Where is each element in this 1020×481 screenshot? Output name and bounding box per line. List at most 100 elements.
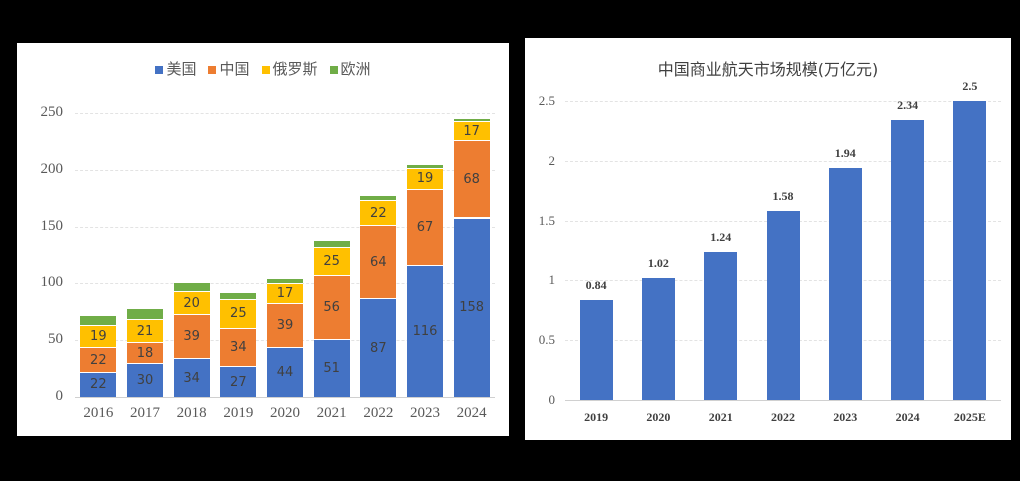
legend-label: 俄罗斯 bbox=[272, 60, 318, 78]
x-tick-label: 2022 bbox=[363, 405, 394, 421]
bar-segment: 22 bbox=[80, 347, 117, 372]
y-tick-label: 1 bbox=[548, 272, 556, 288]
bar-segment: 56 bbox=[313, 275, 350, 340]
y-tick-label: 150 bbox=[40, 217, 64, 234]
bar-segment bbox=[267, 277, 303, 284]
legend-item: 美国 bbox=[155, 58, 196, 79]
bar-segment: 17 bbox=[267, 283, 303, 303]
y-tick-label: 50 bbox=[48, 331, 63, 348]
bar-segment: 20 bbox=[173, 291, 210, 315]
legend-label: 中国 bbox=[219, 60, 250, 78]
bar-segment: 19 bbox=[80, 325, 117, 347]
legend-item: 欧洲 bbox=[329, 58, 371, 79]
legend-swatch bbox=[155, 65, 164, 74]
x-tick-label: 2021 bbox=[708, 410, 733, 424]
plot-area: 0 50 100 150 200 250 22 22 19 2016 30 18 21 2017 34 39 2… bbox=[41, 104, 495, 421]
bar-segment: 30 bbox=[127, 362, 163, 397]
bar-segment: 27 bbox=[220, 366, 257, 397]
bar-segment: 116 bbox=[407, 265, 443, 397]
x-tick-label: 2019 bbox=[584, 410, 609, 424]
bar bbox=[704, 251, 738, 400]
x-tick-label: 2016 bbox=[83, 405, 114, 421]
bar bbox=[953, 101, 987, 400]
bar-segment: 67 bbox=[407, 189, 443, 266]
bar-segment: 44 bbox=[267, 347, 303, 397]
data-label: 1.02 bbox=[647, 256, 669, 270]
bar-segment: 34 bbox=[173, 358, 210, 397]
bar-segment bbox=[127, 308, 163, 319]
gridline bbox=[565, 160, 1001, 162]
gridline bbox=[75, 169, 495, 171]
y-tick-label: 100 bbox=[40, 274, 64, 291]
bar-segment: 18 bbox=[127, 342, 163, 363]
data-label: 1.24 bbox=[710, 229, 732, 244]
bar bbox=[891, 120, 925, 400]
bar-segment: 87 bbox=[360, 298, 397, 397]
bar-segment: 19 bbox=[407, 167, 443, 190]
stacked-launch-chart: 美国 中国 俄罗斯 欧洲 0 50 100 150 200 250 22 22 19 2016 30 18 2… bbox=[17, 43, 509, 436]
bar-segment bbox=[453, 117, 490, 121]
bar-segment: 51 bbox=[313, 339, 350, 397]
y-tick-label: 2.5 bbox=[538, 93, 555, 108]
market-size-chart: 中国商业航天市场规模(万亿元) 0 0.5 1 1.5 2 2.5 0.84 2019 1.02… bbox=[525, 38, 1011, 440]
legend-swatch bbox=[261, 65, 270, 74]
y-tick-label: 0 bbox=[55, 388, 64, 404]
bar-segment: 22 bbox=[80, 372, 117, 397]
plot-area: 0 0.5 1 1.5 2 2.5 0.84 2019 1.02 2020 1.24 2021 1.58… bbox=[539, 79, 1001, 424]
x-tick-label: 2024 bbox=[895, 410, 920, 424]
gridline bbox=[565, 101, 1001, 102]
y-tick-label: 0.5 bbox=[538, 332, 555, 348]
x-tick-label: 2024 bbox=[456, 405, 487, 421]
bar-segment: 21 bbox=[127, 318, 163, 343]
bar bbox=[641, 278, 675, 400]
bar-segment: 25 bbox=[220, 299, 257, 328]
bar-segment: 22 bbox=[360, 200, 397, 226]
y-tick-label: 0 bbox=[548, 392, 556, 407]
x-tick-label: 2021 bbox=[316, 405, 347, 421]
y-tick-label: 250 bbox=[40, 104, 64, 120]
x-tick-label: 2017 bbox=[129, 405, 160, 421]
chart-title: 中国商业航天市场规模(万亿元) bbox=[657, 60, 879, 79]
x-tick-label: 2023 bbox=[833, 410, 858, 424]
x-tick-label: 2022 bbox=[770, 410, 795, 424]
bar-segment bbox=[407, 164, 443, 168]
y-tick-label: 1.5 bbox=[538, 212, 555, 228]
y-tick-label: 200 bbox=[40, 160, 64, 177]
legend-swatch bbox=[329, 65, 338, 74]
bar-segment: 25 bbox=[313, 247, 350, 276]
bar-segment: 39 bbox=[173, 314, 210, 359]
x-tick-label: 2020 bbox=[269, 405, 300, 421]
data-label: 0.84 bbox=[585, 277, 607, 292]
legend-label: 美国 bbox=[166, 60, 197, 78]
x-tick-label: 2018 bbox=[176, 405, 207, 421]
bar bbox=[579, 299, 613, 400]
y-tick-label: 2 bbox=[548, 152, 556, 168]
x-axis-line bbox=[565, 400, 1001, 401]
x-axis-line bbox=[75, 397, 495, 398]
legend-swatch bbox=[208, 65, 217, 74]
data-label: 2.5 bbox=[962, 79, 978, 93]
bar-segment: 17 bbox=[453, 120, 490, 141]
x-tick-label: 2020 bbox=[646, 410, 671, 424]
bar-segment: 34 bbox=[220, 327, 257, 367]
x-tick-label: 2025E bbox=[953, 410, 986, 424]
bar-segment: 39 bbox=[267, 302, 303, 347]
x-tick-label: 2023 bbox=[409, 405, 440, 421]
bar-segment: 64 bbox=[360, 225, 397, 299]
bar-segment bbox=[313, 240, 350, 248]
legend-label: 欧洲 bbox=[340, 60, 371, 78]
legend-item: 俄罗斯 bbox=[261, 58, 318, 79]
bar-segment bbox=[173, 282, 210, 292]
bar bbox=[766, 211, 800, 400]
legend-item: 中国 bbox=[208, 58, 250, 79]
legend: 美国 中国 俄罗斯 欧洲 bbox=[17, 58, 509, 79]
bar-segment: 68 bbox=[453, 140, 490, 218]
bar-segment bbox=[220, 292, 257, 300]
bar-segment bbox=[80, 315, 117, 326]
gridline bbox=[75, 113, 495, 114]
data-label: 1.58 bbox=[772, 189, 794, 204]
bar-segment bbox=[360, 194, 397, 201]
gridline bbox=[75, 226, 495, 228]
data-label: 2.34 bbox=[897, 98, 919, 113]
x-tick-label: 2019 bbox=[223, 405, 254, 421]
